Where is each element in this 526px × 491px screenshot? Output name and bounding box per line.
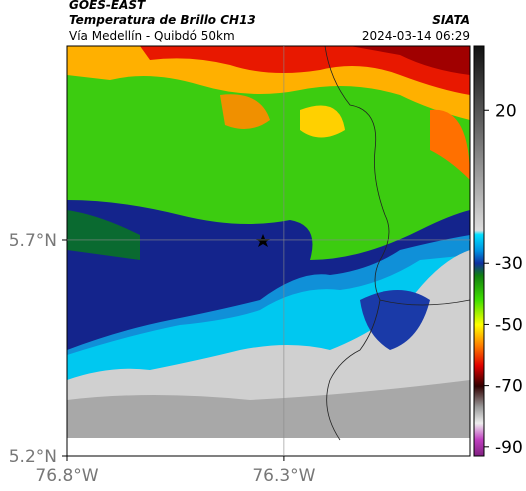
colorbar-tick-label: -90 [495,438,523,458]
subtitle: Temperatura de Brillo CH13 [69,13,256,27]
location-marker [256,234,270,247]
colorbar-tick-label: 20 [495,101,517,121]
lat-tick-label: 5.7°N [9,231,57,251]
lon-tick-label: 76.3°W [252,466,315,486]
temperature-field [67,46,470,456]
region: Vía Medellín - Quibdó 50km [69,29,235,43]
map-frame [66,45,471,457]
colorbar-tick-label: -50 [495,315,523,335]
title: GOES-EAST [69,0,146,12]
colorbar-tick-label: -70 [495,377,523,397]
colorbar-tick-label: -30 [495,254,523,274]
timestamp: 2024-03-14 06:29 [362,29,470,43]
colorbar [473,45,485,457]
lat-tick-label: 5.2°N [9,447,57,467]
lon-tick-label: 76.8°W [35,466,98,486]
source: SIATA [432,13,470,27]
